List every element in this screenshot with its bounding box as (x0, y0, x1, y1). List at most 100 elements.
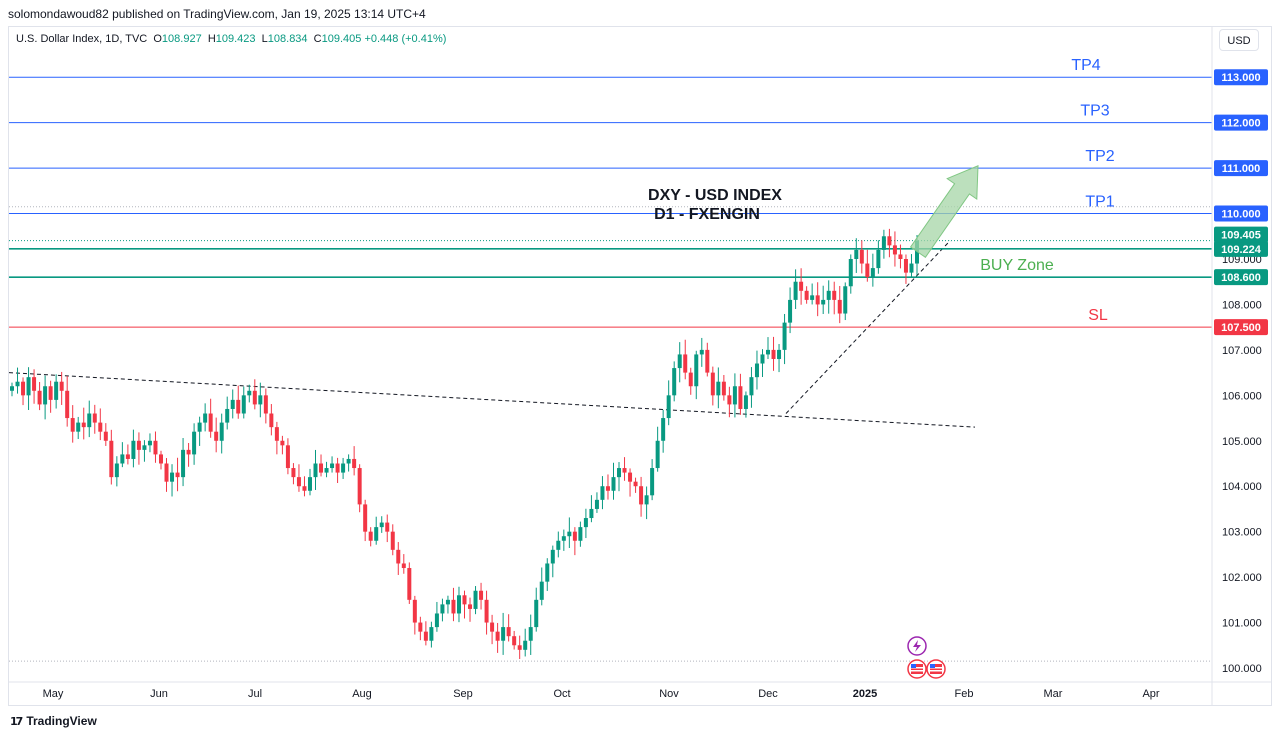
candle-body (291, 468, 296, 478)
candle-body (37, 390, 42, 405)
candle-body (622, 468, 627, 473)
x-tick-label: 2025 (853, 688, 877, 700)
candle-body (594, 499, 599, 509)
candle-body (699, 349, 704, 355)
y-tick-label: 103.000 (1222, 527, 1262, 539)
candle-body (396, 549, 401, 564)
level-lines: TP4 TP3 TP2 TP1 BUY Zone SL (9, 57, 1212, 328)
candle-body (484, 599, 489, 623)
candle-body (727, 395, 732, 405)
candle-body (263, 395, 268, 414)
candle-body (192, 431, 197, 455)
candle-body (887, 236, 892, 246)
us-flag-stripe-icon (911, 667, 923, 669)
candle-body (423, 631, 428, 641)
candle-body (296, 477, 301, 487)
price-badge (1214, 205, 1268, 222)
candle-body (495, 631, 500, 641)
candle-body (412, 599, 417, 623)
candle-body (65, 390, 70, 419)
candle-body (788, 299, 793, 323)
x-tick-label: Aug (352, 688, 372, 700)
candle-body (633, 481, 638, 487)
x-tick-label: Jun (150, 688, 168, 700)
level-name-label: BUY Zone (980, 257, 1054, 274)
price-badge-label: 113.000 (1221, 72, 1260, 84)
candle-body (468, 604, 473, 609)
high-label: H (207, 33, 216, 45)
candle-body (175, 472, 180, 478)
price-badge (1214, 114, 1268, 131)
candle-body (473, 590, 478, 609)
x-tick-label: Feb (955, 688, 974, 700)
candle-body (556, 540, 561, 550)
candle-body (528, 627, 533, 641)
candle-body (379, 522, 384, 528)
candle-body (363, 504, 368, 532)
candle-body (120, 454, 125, 464)
chart-title-line-1: DXY - USD INDEX (648, 187, 782, 204)
candle-body (418, 622, 423, 632)
trendline-layer (8, 240, 976, 428)
candle-body (219, 422, 224, 441)
symbol-legend: U.S. Dollar Index, 1D, TVC O108.927 H109… (16, 33, 446, 45)
candle-body (170, 472, 175, 482)
candle-body (10, 386, 14, 391)
symbol-name: U.S. Dollar Index, 1D, TVC (16, 33, 148, 45)
candle-body (666, 395, 671, 419)
candle-body (600, 486, 605, 500)
candle-body (352, 458, 357, 469)
grid-layer (9, 206, 1212, 662)
x-tick-label: Sep (453, 688, 473, 700)
candle-body (440, 604, 445, 614)
publisher-header: solomondawoud82 published on TradingView… (8, 7, 426, 21)
event-icons (907, 636, 946, 679)
candle-body (131, 440, 136, 459)
chart-title: DXY - USD INDEX D1 - FXENGIN (648, 187, 782, 223)
candle-body (81, 422, 86, 428)
candle-body (534, 599, 539, 628)
candle-body (561, 536, 566, 541)
x-tick-label: Nov (659, 688, 679, 700)
candle-body (70, 418, 75, 432)
candle-body (523, 640, 528, 650)
candle-body (837, 299, 842, 314)
us-flag-stripes-icon (911, 664, 923, 674)
candle-body (672, 368, 677, 396)
candle-body (550, 549, 555, 564)
projection-arrow (909, 165, 979, 258)
candle-body (677, 354, 682, 369)
candle-body (661, 418, 666, 441)
candle-body (799, 281, 804, 291)
y-tick-label: 105.000 (1222, 436, 1262, 448)
price-badge-label: 110.000 (1221, 209, 1260, 221)
tradingview-logo[interactable]: 17 TradingView (10, 714, 97, 728)
candle-body (335, 463, 340, 473)
x-tick-label: May (43, 688, 64, 700)
candle-body (843, 286, 848, 314)
currency-button[interactable]: USD (1219, 29, 1259, 51)
candle-body (898, 254, 903, 259)
candle-body (32, 377, 37, 391)
candle-body (777, 349, 782, 359)
candle-body (909, 263, 914, 273)
candle-body (401, 563, 406, 569)
candle-body (407, 568, 412, 600)
us-flag-stripe-icon (930, 670, 942, 672)
lightning-bolt-icon (913, 640, 921, 652)
candle-body (142, 445, 147, 450)
candle-body (749, 377, 754, 396)
candle-body (848, 259, 853, 287)
candle-body (324, 468, 329, 473)
candle-body (346, 458, 351, 464)
tradingview-icon: 17 (10, 715, 23, 728)
candle-body (43, 386, 48, 405)
candle-body (545, 563, 550, 582)
level-name-label: TP2 (1085, 148, 1114, 165)
open-label: O (153, 33, 162, 45)
candle-body (208, 413, 213, 432)
low-value: 108.834 (267, 33, 308, 45)
y-tick-label: 101.000 (1222, 618, 1262, 630)
candle-body (230, 399, 235, 409)
